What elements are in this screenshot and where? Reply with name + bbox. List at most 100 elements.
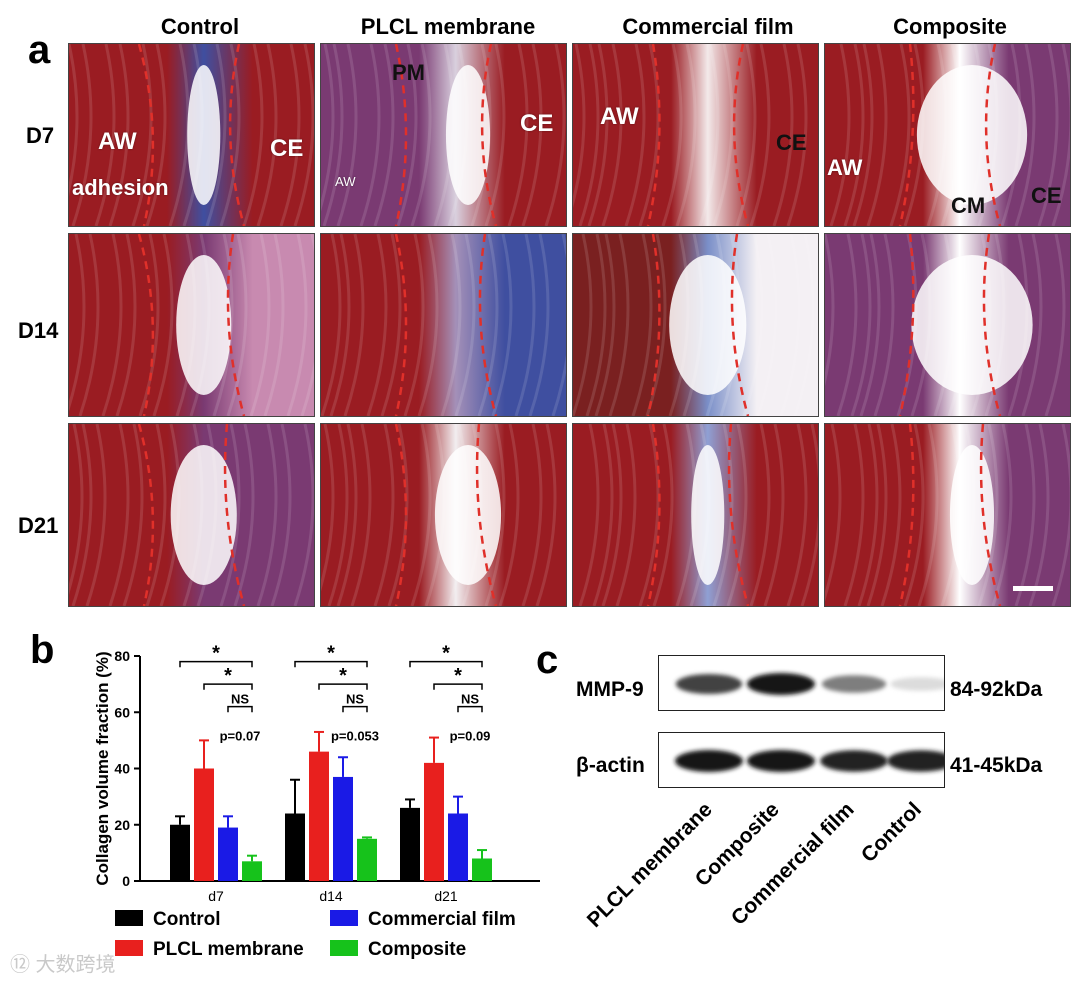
- micrograph-tile: [68, 43, 315, 227]
- legend-label: Control: [153, 909, 221, 930]
- column-header-plcl: PLCL membrane: [360, 14, 536, 39]
- bar: [194, 768, 214, 881]
- bar: [285, 813, 305, 881]
- legend-swatch: [115, 940, 143, 956]
- sig-bracket: [179, 660, 253, 668]
- band-size-mmp9: 84-92kDa: [950, 678, 1043, 701]
- x-tick-label: d7: [208, 888, 224, 904]
- bar: [309, 751, 329, 881]
- bar: [424, 762, 444, 881]
- blot-actin-svg: [675, 750, 944, 772]
- column-header-composite: Composite: [893, 14, 1007, 39]
- sig-ns: NS: [346, 692, 364, 707]
- band-label-actin: β-actin: [576, 754, 645, 777]
- bar: [448, 813, 468, 881]
- sig-star: *: [339, 665, 347, 687]
- label-ce: CE: [1031, 183, 1062, 208]
- y-tick-label: 80: [114, 648, 130, 664]
- bar: [472, 858, 492, 881]
- blot-mmp9-svg: [675, 673, 944, 695]
- micrograph-tile: [824, 233, 1071, 417]
- legend-label: PLCL membrane: [153, 939, 304, 960]
- legend-label: Commercial film: [368, 909, 516, 930]
- label-cm: CM: [951, 193, 986, 218]
- sig-bracket: [203, 683, 253, 690]
- bar: [242, 861, 262, 881]
- sig-bracket: [318, 683, 368, 690]
- sig-bracket: [409, 660, 483, 668]
- bar: [218, 827, 238, 881]
- p-value-label: p=0.09: [450, 728, 491, 743]
- bar: [400, 807, 420, 881]
- row-label-d14: D14: [18, 318, 59, 343]
- p-value-label: p=0.053: [331, 728, 379, 743]
- label-pm: PM: [392, 60, 425, 85]
- sig-bracket: [227, 705, 253, 713]
- column-header-commercial: Commercial film: [622, 14, 794, 39]
- western-blot-mmp9: [658, 655, 945, 711]
- label-ce: CE: [776, 130, 807, 155]
- legend-label: Composite: [368, 939, 466, 960]
- blot-band: [747, 673, 815, 695]
- band-label-mmp9: MMP-9: [576, 678, 644, 701]
- row-label-d21: D21: [18, 513, 59, 538]
- bar: [170, 824, 190, 881]
- micrograph-tile: [572, 423, 819, 607]
- sig-bracket: [294, 660, 368, 668]
- y-tick-label: 20: [114, 817, 130, 833]
- micrograph-tile: [68, 423, 315, 607]
- sig-star: *: [454, 665, 462, 687]
- y-tick-label: 60: [114, 704, 130, 720]
- x-tick-label: d21: [434, 888, 458, 904]
- p-value-label: p=0.07: [220, 728, 261, 743]
- column-header-control: Control: [160, 14, 240, 39]
- lane-label-plcl: PLCL membrane: [582, 798, 717, 932]
- panel-a-letter: a: [28, 28, 51, 72]
- micrograph-tile: [320, 43, 567, 227]
- sig-star: *: [224, 665, 232, 687]
- label-aw-small: AW: [335, 174, 356, 189]
- band-size-actin: 41-45kDa: [950, 754, 1043, 777]
- blot-band: [675, 674, 743, 694]
- micrograph-tile: [68, 233, 315, 417]
- micrograph-tile: [572, 233, 819, 417]
- lane-label-control: Control: [857, 798, 927, 868]
- blot-band: [675, 750, 743, 772]
- watermark: ⑫ 大数跨境: [10, 954, 116, 976]
- sig-bracket: [433, 683, 483, 690]
- sig-star: *: [212, 643, 220, 665]
- blot-band: [747, 750, 815, 772]
- label-ce: CE: [270, 135, 304, 162]
- row-label-d7: D7: [26, 123, 55, 148]
- panel-b-letter: b: [30, 628, 55, 672]
- y-tick-label: 40: [114, 761, 130, 777]
- micrograph-tile: [824, 43, 1071, 227]
- label-aw: AW: [600, 103, 639, 130]
- x-tick-label: d14: [319, 888, 343, 904]
- bar: [333, 776, 353, 881]
- label-aw: AW: [98, 128, 137, 155]
- sig-bracket: [342, 705, 368, 713]
- blot-band: [821, 675, 887, 693]
- sig-star: *: [442, 643, 450, 665]
- panel-c-letter: c: [536, 638, 559, 682]
- blot-band: [887, 750, 944, 772]
- blot-band: [890, 677, 944, 691]
- label-aw: AW: [827, 155, 863, 180]
- y-axis-label: Collagen volume fraction (%): [93, 651, 112, 885]
- legend-swatch: [330, 910, 358, 926]
- blot-band: [820, 750, 888, 772]
- y-tick-label: 0: [122, 873, 130, 889]
- sig-ns: NS: [231, 692, 249, 707]
- label-ce: CE: [520, 110, 554, 137]
- sig-bracket: [457, 705, 483, 713]
- legend-swatch: [115, 910, 143, 926]
- sig-star: *: [327, 643, 335, 665]
- collagen-bar-chart: 0 20 40 60 80 Collagen volume fraction (%) d7 *…: [80, 615, 550, 975]
- western-blot-actin: [658, 732, 945, 788]
- micrograph-tile: [320, 423, 567, 607]
- bar: [357, 838, 377, 881]
- micrograph-tile: [572, 43, 819, 227]
- label-adhesion: adhesion: [72, 175, 169, 200]
- micrograph-tile: [320, 233, 567, 417]
